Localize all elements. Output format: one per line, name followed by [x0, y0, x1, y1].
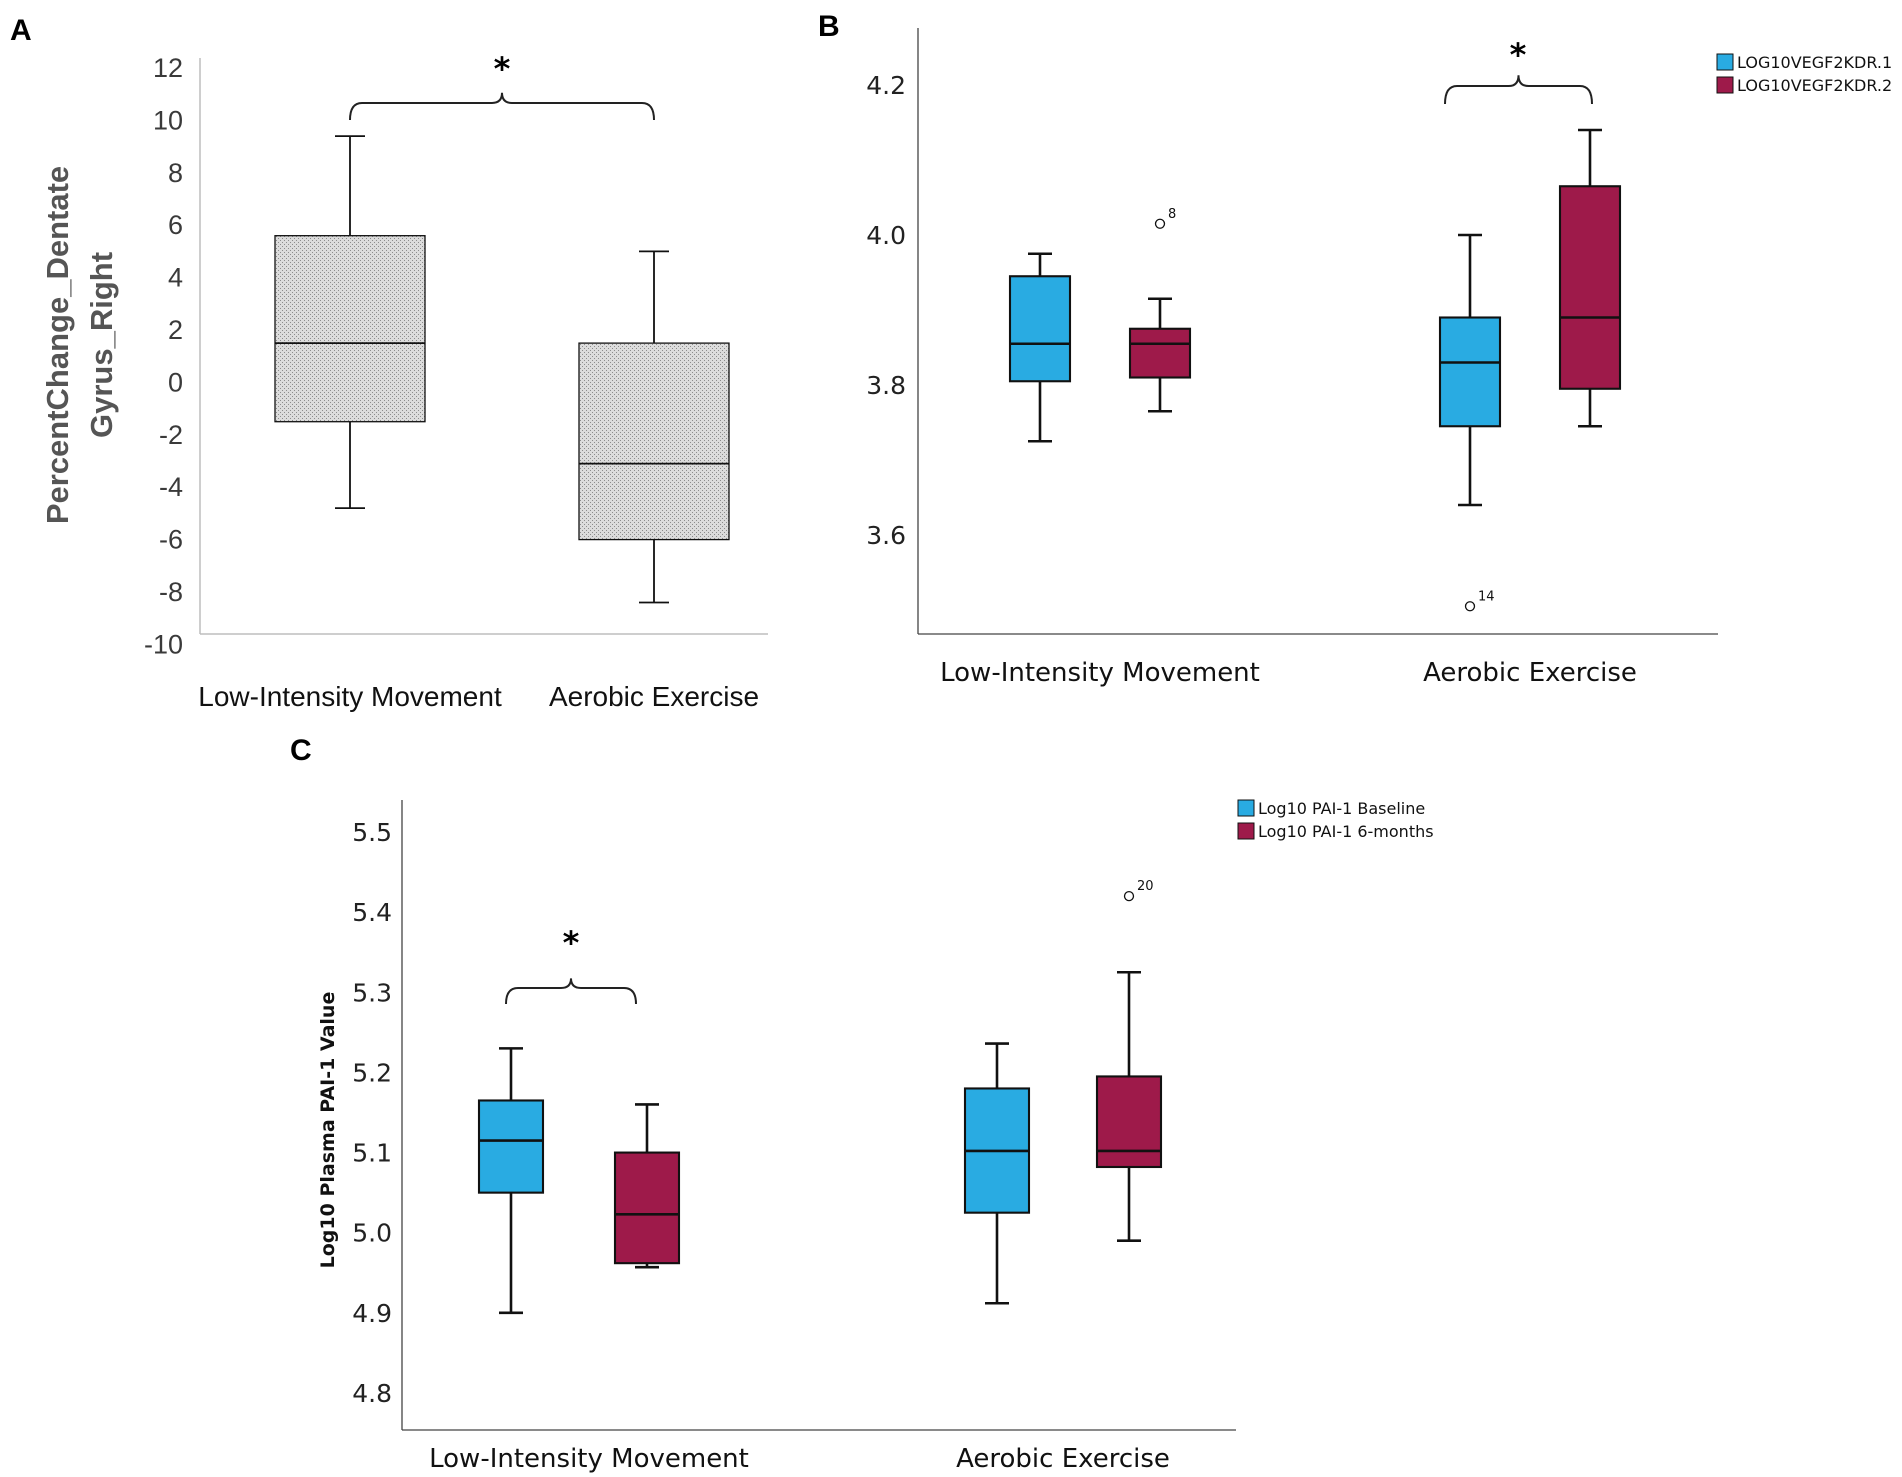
box-a-s0-c1-box — [578, 342, 730, 541]
y-tick-label: 6 — [168, 210, 183, 240]
y-tick-label: 4.0 — [866, 221, 906, 250]
panel-a-letter: A — [10, 14, 32, 47]
significance-star: * — [1510, 36, 1527, 74]
y-tick-label: -4 — [159, 472, 183, 502]
box-b-s1-c0-outlier-0 — [1154, 218, 1166, 229]
y-tick-label: 10 — [153, 105, 183, 135]
y-tick-label: 0 — [168, 367, 183, 397]
chart-a: 12 10 8 6 4 2 0 -2 -4 -6 -8 -10 Low-Intensity Moveme… — [40, 50, 768, 712]
box-b-s0-c1-box — [1438, 316, 1502, 428]
box-b-s1-c0-box — [1128, 327, 1192, 379]
y-axis-label: Log10 Plasma PAI-1 Value — [317, 992, 339, 1269]
legend-swatch — [1237, 822, 1255, 840]
x-category-label: Low-Intensity Movement — [940, 658, 1260, 688]
significance-bracket — [349, 92, 655, 121]
legend-swatch — [1716, 76, 1734, 94]
y-tick-label: 5.5 — [352, 818, 392, 847]
box-b-s0-c1-outlier-0 — [1464, 601, 1476, 612]
legend-swatch — [1237, 799, 1255, 817]
y-tick-label: 5.0 — [352, 1219, 392, 1248]
y-tick-label: 4.9 — [352, 1299, 392, 1328]
y-tick-label: -6 — [159, 525, 183, 555]
y-tick-label: 5.1 — [352, 1139, 392, 1168]
chart-c: 5.5 5.4 5.3 5.2 5.1 5.0 4.9 4.8 Low-Intensity Mo… — [317, 799, 1434, 1474]
chart-b: 4.2 4.0 3.8 3.6 Low-Intensity Movement Aerobi… — [866, 28, 1892, 688]
x-category-label: Low-Intensity Movement — [429, 1444, 749, 1474]
significance-bracket — [505, 978, 637, 1005]
significance-star: * — [494, 50, 511, 88]
y-tick-label: -2 — [159, 420, 183, 450]
y-tick-label: 5.4 — [352, 898, 392, 927]
legend-label: LOG10VEGF2KDR.2 — [1737, 76, 1892, 95]
y-tick-label: 8 — [168, 158, 183, 188]
box-c-s1-c1-outlier-label-0: 20 — [1137, 879, 1154, 894]
panel-b-letter: B — [818, 10, 840, 43]
box-b-s1-c0-outlier-label-0: 8 — [1168, 207, 1176, 222]
y-tick-label: 5.2 — [352, 1058, 392, 1087]
y-tick-label: 12 — [153, 53, 183, 83]
legend-swatch — [1716, 53, 1734, 71]
significance-star: * — [563, 924, 580, 962]
legend-label: Log10 PAI-1 Baseline — [1258, 799, 1425, 818]
y-tick-label: 3.6 — [866, 521, 906, 550]
box-a-s0-c0-box — [274, 235, 426, 423]
y-tick-label: 2 — [168, 315, 183, 345]
y-axis-label-line: Gyrus_Right — [84, 252, 119, 438]
y-tick-label: -8 — [159, 577, 183, 607]
panel-c-letter: C — [290, 734, 312, 767]
x-category-label: Aerobic Exercise — [1423, 658, 1637, 688]
box-c-s1-c0-box — [613, 1151, 681, 1265]
y-tick-label: 3.8 — [866, 371, 906, 400]
y-tick-label: 4 — [168, 263, 183, 293]
y-axis-label-line: PercentChange_Dentate — [40, 166, 75, 524]
x-category-label: Aerobic Exercise — [956, 1444, 1170, 1474]
box-c-s0-c0-box — [477, 1099, 545, 1194]
y-tick-label: 4.8 — [352, 1379, 392, 1408]
box-b-s1-c1-box — [1558, 185, 1622, 390]
box-b-s0-c0-box — [1008, 275, 1072, 383]
significance-bracket — [1444, 75, 1593, 105]
y-tick-label: 4.2 — [866, 71, 906, 100]
legend-label: LOG10VEGF2KDR.1 — [1737, 53, 1892, 72]
x-category-label: Low-Intensity Movement — [198, 681, 502, 712]
box-c-s1-c1-box — [1095, 1075, 1163, 1169]
box-c-s1-c1-outlier-0 — [1123, 890, 1135, 902]
y-tick-label: -10 — [144, 629, 183, 659]
x-category-label: Aerobic Exercise — [549, 681, 759, 712]
box-b-s0-c1-outlier-label-0: 14 — [1478, 589, 1495, 604]
y-tick-label: 5.3 — [352, 978, 392, 1007]
legend-label: Log10 PAI-1 6-months — [1258, 822, 1434, 841]
